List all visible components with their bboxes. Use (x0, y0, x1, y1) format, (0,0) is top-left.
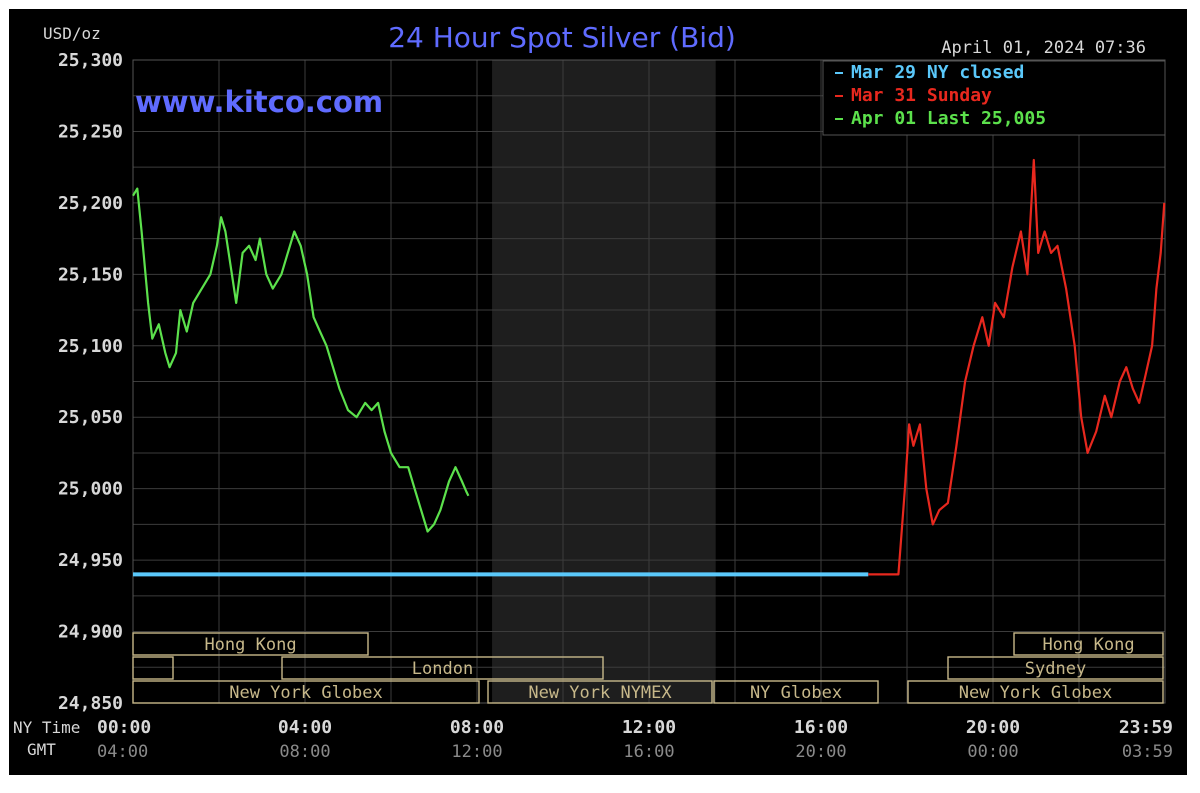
y-tick-label: 24,850 (58, 693, 123, 714)
session-ny-nymex-box (487, 680, 713, 704)
session-ny-globex-3-box (907, 680, 1164, 704)
session-hong-kong-2-box (1013, 632, 1164, 656)
session-ny-globex-label: New York Globex (229, 683, 383, 703)
chart-frame: 24 Hour Spot Silver (Bid) www.kitco.com … (9, 9, 1187, 775)
timestamp: April 01, 2024 07:36 (941, 38, 1146, 58)
y-tick-label: 25,250 (58, 121, 123, 142)
trading-sessions: Hong Kong Hong Kong London Sydney New York G… (132, 632, 1164, 704)
y-tick-label: 25,000 (58, 479, 123, 500)
y-tick-label: 25,200 (58, 193, 123, 214)
x-tick-label-gmt: 00:00 (967, 742, 1018, 762)
session-ny-globex-2-box (713, 680, 879, 704)
session-ny-nymex-label: New York NYMEX (528, 683, 672, 703)
legend-entry: Mar 31 Sunday (851, 85, 992, 106)
chart-title: 24 Hour Spot Silver (Bid) (388, 21, 736, 54)
legend-entry: Apr 01 Last 25,005 (851, 108, 1046, 129)
session-london-box (281, 656, 604, 680)
y-tick-label: 25,150 (58, 264, 123, 285)
y-axis-ticks: 25,300 25,250 25,200 25,150 25,100 25,050 25,0… (58, 50, 123, 714)
x-tick-label-gmt: 04:00 (97, 742, 148, 762)
x-tick-label-ny: 08:00 (450, 717, 504, 738)
session-ny-globex-3-label: New York Globex (959, 683, 1113, 703)
series-line-apr01 (132, 187, 470, 533)
session-london-label: London (412, 659, 473, 679)
session-ny-globex-2-label: NY Globex (750, 683, 842, 703)
session-hong-kong-label: Hong Kong (204, 635, 296, 655)
y-tick-label: 24,900 (58, 622, 123, 643)
y-axis-unit-label: USD/oz (43, 24, 101, 43)
silver-price-chart: 24 Hour Spot Silver (Bid) www.kitco.com … (9, 9, 1187, 775)
y-tick-label: 25,050 (58, 407, 123, 428)
x-tick-label-gmt: 20:00 (795, 742, 846, 762)
x-tick-label-ny: 04:00 (278, 717, 332, 738)
session-hong-kong-box (132, 632, 369, 656)
session-sydney-box (947, 656, 1164, 680)
session-ny-globex-box (132, 680, 480, 704)
series-line-mar31 (868, 158, 1166, 576)
x-tick-label-gmt: 12:00 (451, 742, 502, 762)
x-tick-label-gmt: 16:00 (623, 742, 674, 762)
x-axis-ticks: NY Time GMT 00:00 04:00 04:00 08:00 08:00 12:00… (13, 717, 1173, 762)
ny-time-row-label: NY Time (13, 718, 80, 737)
price-series (132, 158, 1166, 577)
x-tick-label-gmt: 03:59 (1122, 742, 1173, 762)
legend-box (822, 60, 1166, 136)
x-tick-label-ny: 16:00 (794, 717, 848, 738)
y-tick-label: 25,300 (58, 50, 123, 71)
x-tick-label-ny: 23:59 (1119, 717, 1173, 738)
y-tick-label: 24,950 (58, 550, 123, 571)
site-watermark: www.kitco.com (135, 85, 383, 119)
x-tick-label-ny: 00:00 (97, 717, 151, 738)
session-sydney-label: Sydney (1025, 659, 1086, 679)
x-tick-label-ny: 20:00 (966, 717, 1020, 738)
session-hong-kong-2-label: Hong Kong (1042, 635, 1134, 655)
gmt-row-label: GMT (27, 740, 56, 759)
session-asia-blank-box (132, 656, 174, 680)
legend-entry: Mar 29 NY closed (851, 62, 1024, 83)
x-tick-label-ny: 12:00 (622, 717, 676, 738)
x-tick-label-gmt: 08:00 (279, 742, 330, 762)
y-tick-label: 25,100 (58, 336, 123, 357)
